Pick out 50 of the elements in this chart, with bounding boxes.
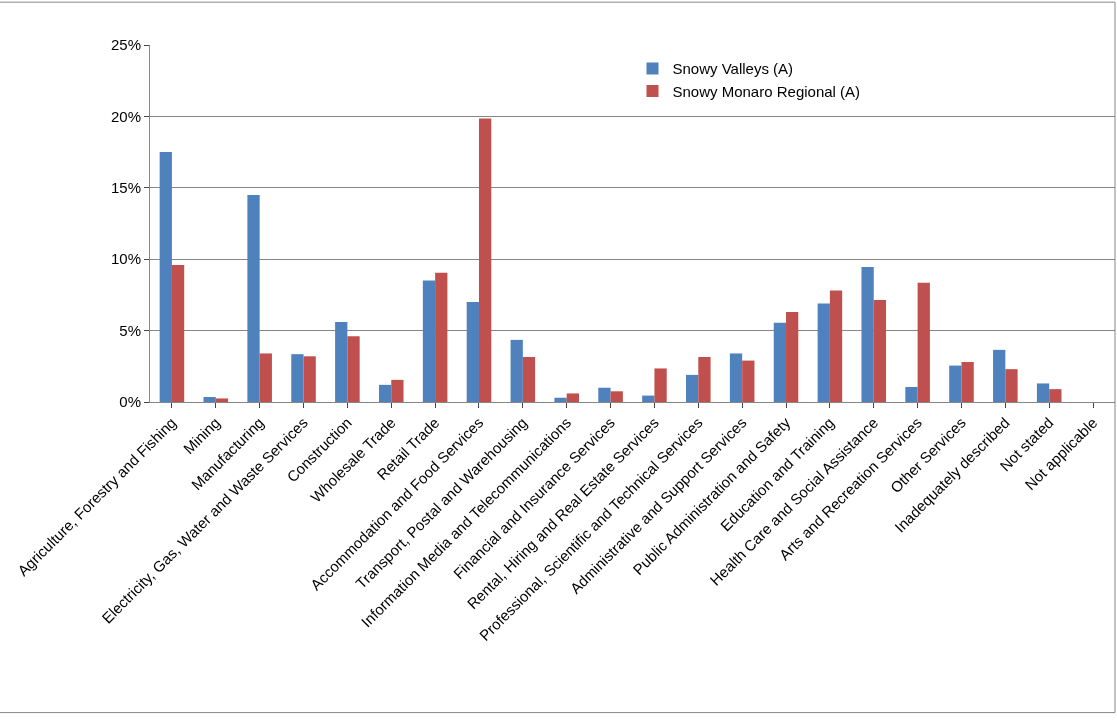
bar [171, 264, 185, 402]
y-tick-label: 20% [110, 107, 141, 125]
y-tick-label: 10% [110, 250, 141, 268]
bar [466, 302, 479, 402]
bar [949, 365, 962, 402]
y-tick-label: 15% [110, 179, 141, 197]
bar [159, 152, 172, 402]
bar [522, 357, 536, 402]
bar [917, 282, 930, 402]
bar [786, 312, 799, 402]
bar [554, 397, 567, 402]
legend-label: Snowy Monaro Regional (A) [672, 82, 861, 100]
bar [1005, 369, 1018, 402]
bar [391, 379, 404, 402]
bar [686, 374, 699, 402]
bar [1049, 389, 1062, 402]
bar [335, 322, 348, 402]
bar [642, 395, 655, 402]
bar [861, 267, 874, 402]
bar [259, 353, 272, 402]
bar [478, 118, 492, 402]
bar [742, 360, 755, 402]
y-tick-label: 25% [110, 36, 141, 54]
y-tick-label: 5% [119, 321, 141, 339]
bar [610, 391, 623, 402]
bar [422, 280, 436, 402]
bar [729, 353, 743, 402]
bar [1036, 383, 1050, 402]
bar [510, 339, 523, 402]
bar [347, 336, 360, 402]
bar [961, 362, 974, 402]
bar [247, 194, 260, 402]
bar [435, 272, 448, 402]
bar [291, 354, 304, 402]
y-tick-label: 0% [119, 393, 141, 411]
bar [993, 349, 1006, 402]
bar [817, 303, 830, 402]
bar [873, 299, 887, 402]
bar [303, 356, 316, 402]
bar [905, 387, 918, 402]
legend-label: Snowy Valleys (A) [672, 60, 794, 78]
bar [378, 384, 392, 402]
bar [203, 397, 216, 402]
bar [773, 322, 787, 402]
bar [215, 398, 229, 402]
bar [654, 368, 667, 402]
bar [566, 393, 579, 402]
bar [829, 290, 843, 402]
bar [698, 357, 711, 402]
bar [598, 387, 611, 402]
